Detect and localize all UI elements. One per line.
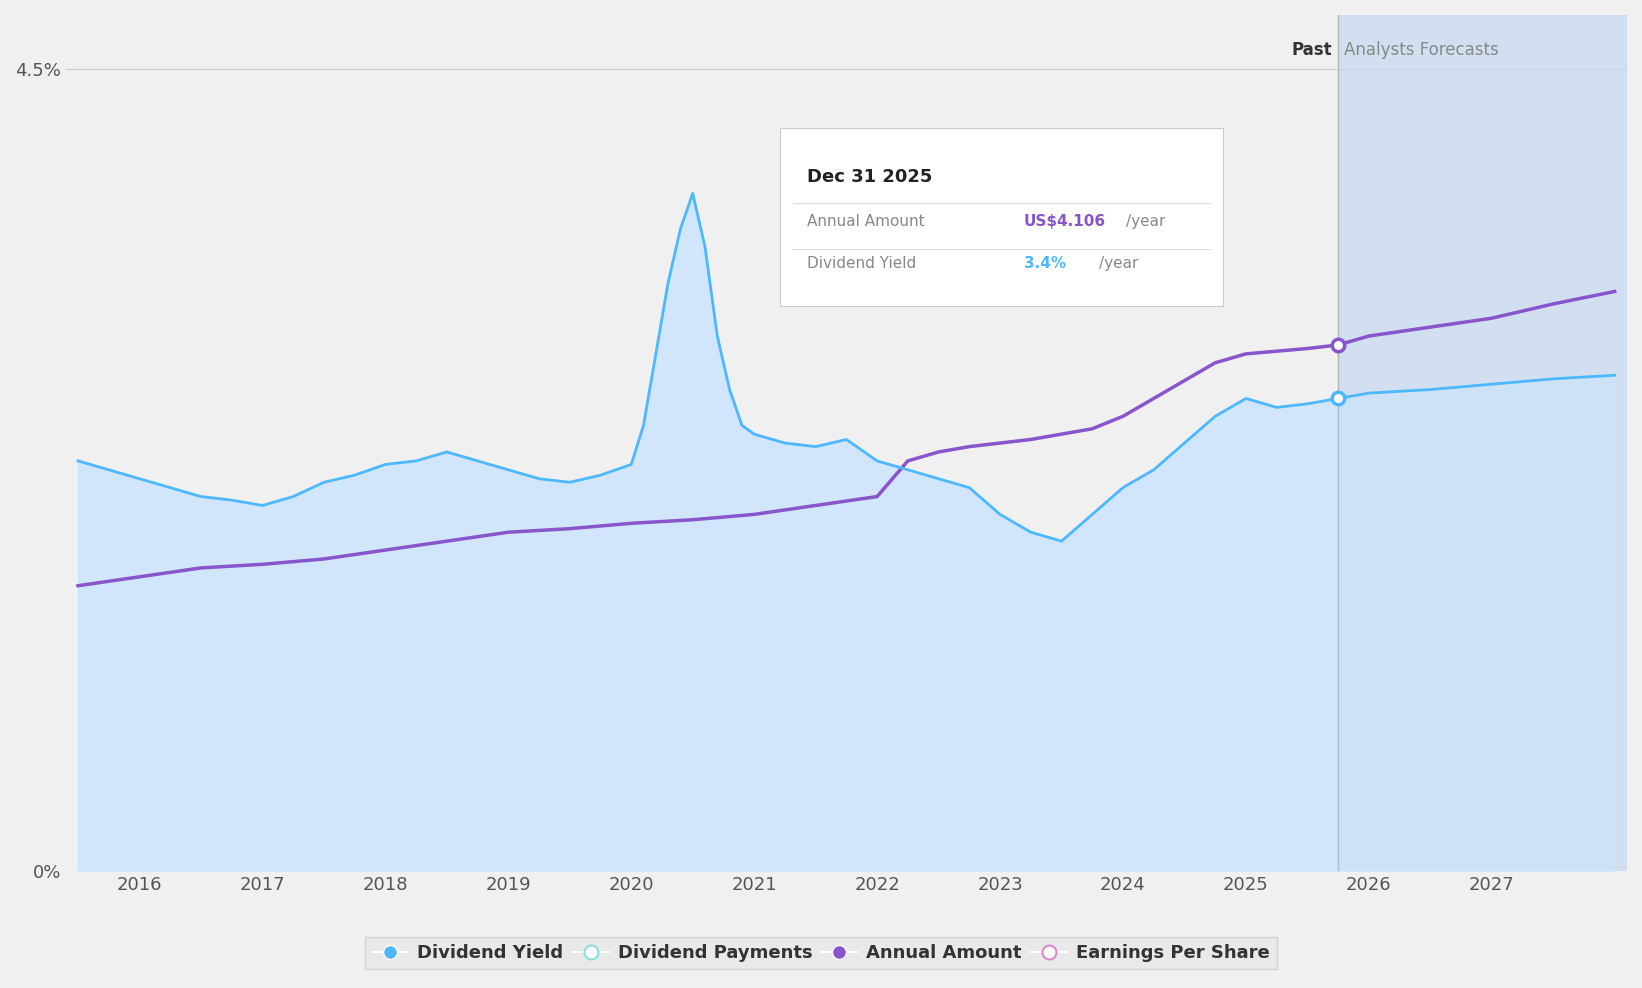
Text: Past: Past xyxy=(1291,41,1332,58)
Text: Analysts Forecasts: Analysts Forecasts xyxy=(1345,41,1499,58)
Legend: Dividend Yield, Dividend Payments, Annual Amount, Earnings Per Share: Dividend Yield, Dividend Payments, Annua… xyxy=(365,937,1277,969)
Text: Dividend Yield: Dividend Yield xyxy=(806,257,916,272)
Text: /year: /year xyxy=(1098,257,1138,272)
Text: /year: /year xyxy=(1126,213,1166,229)
Bar xyxy=(1338,15,1627,871)
Text: Dec 31 2025: Dec 31 2025 xyxy=(806,168,933,186)
Text: 3.4%: 3.4% xyxy=(1025,257,1066,272)
Text: US$4.106: US$4.106 xyxy=(1025,213,1107,229)
Text: Annual Amount: Annual Amount xyxy=(806,213,924,229)
